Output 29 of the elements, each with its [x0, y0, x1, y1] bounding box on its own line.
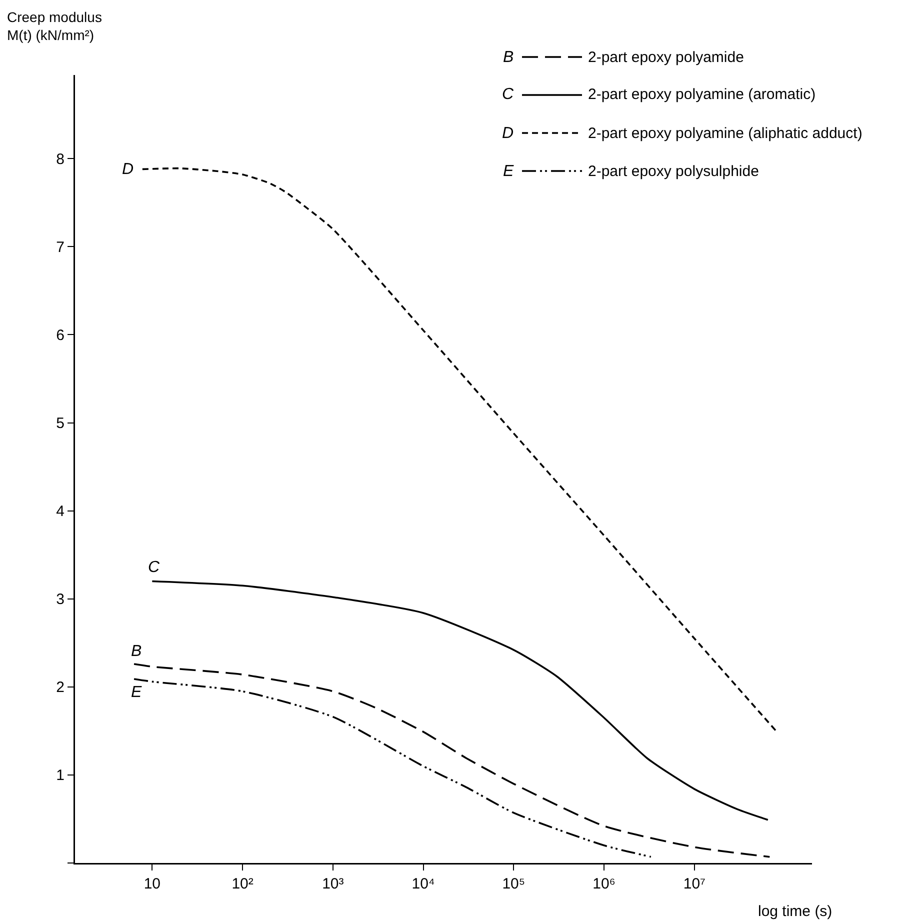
x-tick-label: 10⁶	[592, 876, 616, 892]
x-tick-label: 10²	[232, 876, 254, 892]
x-tick-label: 10³	[322, 876, 344, 892]
text: E	[503, 163, 514, 180]
y-tick-label: 1	[56, 767, 64, 784]
y-tick-label: 3	[56, 591, 64, 608]
y-tick-label: 5	[56, 415, 64, 432]
x-tick-label: 10⁴	[412, 876, 435, 892]
legend-label: 2-part epoxy polysulphide	[588, 163, 759, 180]
legend-label: 2-part epoxy polyamine (aliphatic adduct)	[588, 125, 862, 142]
text: D	[502, 125, 514, 142]
annotation: D	[122, 161, 134, 178]
y-tick-label: 2	[56, 679, 64, 696]
x-tick-label: 10⁷	[683, 876, 706, 892]
annotation: C	[148, 559, 160, 576]
y-tick-label: 6	[56, 326, 64, 344]
y-tick-label: 4	[56, 503, 64, 520]
text: C	[502, 86, 514, 103]
text: B	[503, 49, 514, 66]
y-tick-label: 7	[56, 238, 64, 256]
x-axis-title: log time (s)	[758, 903, 832, 920]
annotation: B	[131, 643, 142, 660]
annotation: E	[131, 684, 142, 701]
x-tick-label: 10	[144, 876, 161, 892]
y-axis-title: Creep modulus M(t) (kN/mm²)	[7, 9, 102, 44]
legend-label: 2-part epoxy polyamide	[588, 49, 744, 66]
x-tick-label: 10⁵	[502, 876, 526, 892]
y-tick-label: 8	[56, 150, 64, 168]
legend-label: 2-part epoxy polyamine (aromatic)	[588, 86, 816, 103]
